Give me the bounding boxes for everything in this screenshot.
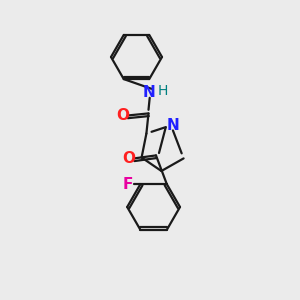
Text: N: N — [143, 85, 155, 100]
Text: N: N — [166, 118, 179, 133]
Text: F: F — [123, 177, 133, 192]
Text: O: O — [116, 108, 129, 123]
Text: H: H — [158, 84, 168, 98]
Text: O: O — [122, 151, 136, 166]
